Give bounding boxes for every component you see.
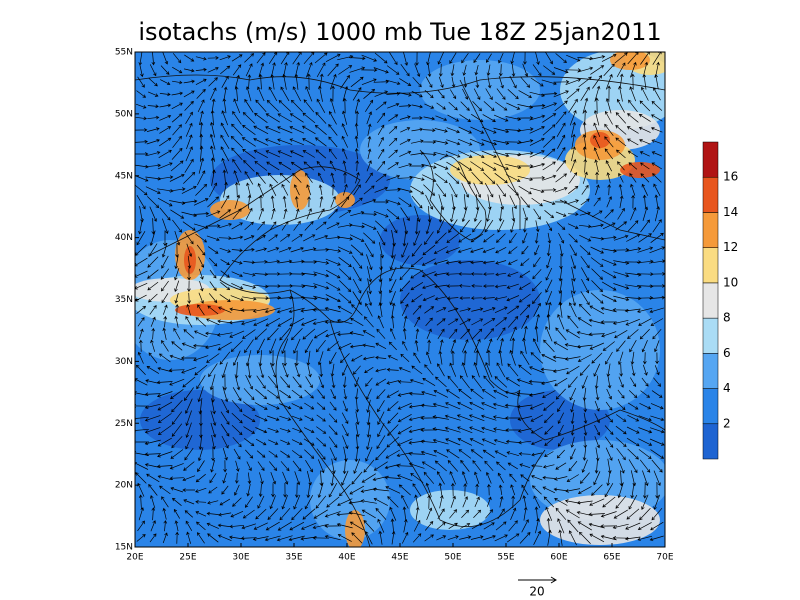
y-tick-label: 40N [115,233,133,243]
speed-contour [175,304,225,316]
colorbar-label: 10 [723,275,738,289]
reference-arrow-head [550,576,557,584]
x-tick-label: 35E [285,553,302,563]
colorbar-label: 12 [723,240,738,254]
speed-contour [400,260,540,340]
colorbar-box [702,282,719,319]
y-tick-label: 55N [115,48,133,58]
colorbar-box [702,212,719,248]
colorbar-box [702,141,719,178]
wind-field [135,52,665,547]
x-tick-label: 60E [550,553,567,563]
y-tick-label: 30N [115,357,133,367]
y-tick-label: 50N [115,109,133,119]
reference-label: 20 [529,585,544,599]
y-tick-label: 45N [115,171,133,181]
x-tick-label: 30E [232,553,249,563]
x-tick-label: 50E [444,553,461,563]
x-tick-label: 25E [179,553,196,563]
colorbar-box [702,176,719,213]
colorbar-box [702,353,719,389]
coastline [289,289,546,527]
coastline [149,166,371,547]
colorbar-box [702,388,719,425]
colorbar-label: 2 [723,416,731,430]
colorbar-box [702,423,719,460]
colorbar-label: 16 [723,170,738,184]
colorbar-label: 4 [723,381,731,395]
x-tick-label: 65E [603,553,620,563]
x-tick-label: 70E [656,553,673,563]
map-title: isotachs (m/s) 1000 mb Tue 18Z 25jan2011 [138,18,661,46]
x-tick-label: 40E [338,553,355,563]
y-tick-label: 15N [115,543,133,553]
y-tick-label: 35N [115,295,133,305]
coastline [419,149,487,241]
colorbar-label: 8 [723,311,731,325]
speed-contour [410,490,490,530]
y-tick-label: 20N [115,481,133,491]
speed-contour [345,510,365,547]
x-tick-label: 45E [391,553,408,563]
colorbar-label: 14 [723,205,738,219]
speed-contour [450,155,530,185]
speed-contour [184,246,196,274]
coastline [135,74,665,94]
coastline [329,267,665,441]
colorbar-label: 6 [723,346,731,360]
x-tick-label: 20E [126,553,143,563]
speed-contour [420,60,540,120]
wind-vectors [135,52,665,546]
y-tick-label: 25N [115,419,133,429]
colorbar-box [702,247,719,284]
speed-contour [540,290,660,410]
speed-contour [140,390,260,450]
x-tick-label: 55E [497,553,514,563]
colorbar-box [702,317,719,354]
speed-contour [290,170,310,210]
